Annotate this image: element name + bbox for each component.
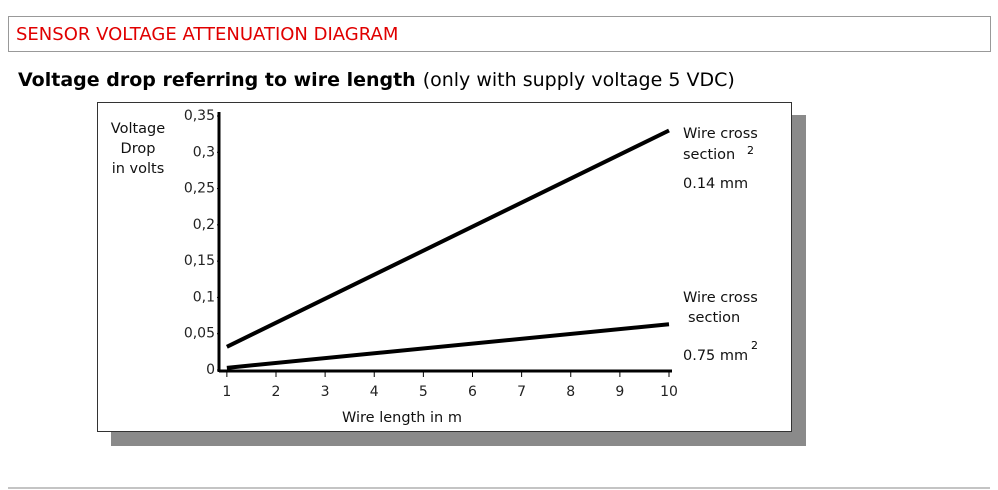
y-axis-label: Voltage [111, 121, 165, 137]
y-axis-label: Drop [121, 141, 156, 157]
series-line [226, 322, 670, 370]
header-title: SENSOR VOLTAGE ATTENUATION DIAGRAM [16, 24, 398, 45]
x-tick-label: 10 [660, 384, 678, 400]
x-tick-label: 6 [468, 384, 477, 400]
y-tick-label: 0,15 [184, 253, 215, 269]
subtitle-note: (only with supply voltage 5 VDC) [423, 69, 735, 91]
series-label: Wire cross [683, 126, 758, 142]
y-tick-label: 0,1 [193, 289, 215, 305]
y-tick-label: 0,05 [184, 326, 215, 342]
series-label: 0.14 mm [683, 176, 748, 192]
x-tick-label: 8 [566, 384, 575, 400]
series-label: section [688, 310, 740, 326]
series-label: Wire cross [683, 290, 758, 306]
x-tick-label: 9 [615, 384, 624, 400]
y-tick-label: 0,25 [184, 181, 215, 197]
x-tick-label: 2 [272, 384, 281, 400]
x-tick-label: 7 [517, 384, 526, 400]
chart-frame [97, 102, 792, 432]
series-label: 0.75 mm [683, 348, 748, 364]
y-axis-label: in volts [112, 161, 165, 177]
series-label-sup: 2 [751, 339, 758, 352]
y-tick-label: 0,2 [193, 217, 215, 233]
header-box [8, 16, 991, 52]
y-tick-label: 0,3 [193, 144, 215, 160]
x-tick-label: 4 [370, 384, 379, 400]
y-tick-label: 0,35 [184, 108, 215, 124]
x-tick-label: 3 [321, 384, 330, 400]
x-axis-label: Wire length in m [342, 410, 462, 426]
series-label-sup: 2 [747, 144, 754, 157]
series-label: section [683, 147, 735, 163]
subtitle: Voltage drop referring to wire length (on… [18, 69, 735, 91]
x-tick-label: 1 [222, 384, 231, 400]
y-tick-label: 0 [206, 362, 215, 378]
subtitle-bold: Voltage drop referring to wire length [18, 69, 416, 91]
x-tick-label: 5 [419, 384, 428, 400]
series-line [225, 128, 670, 349]
